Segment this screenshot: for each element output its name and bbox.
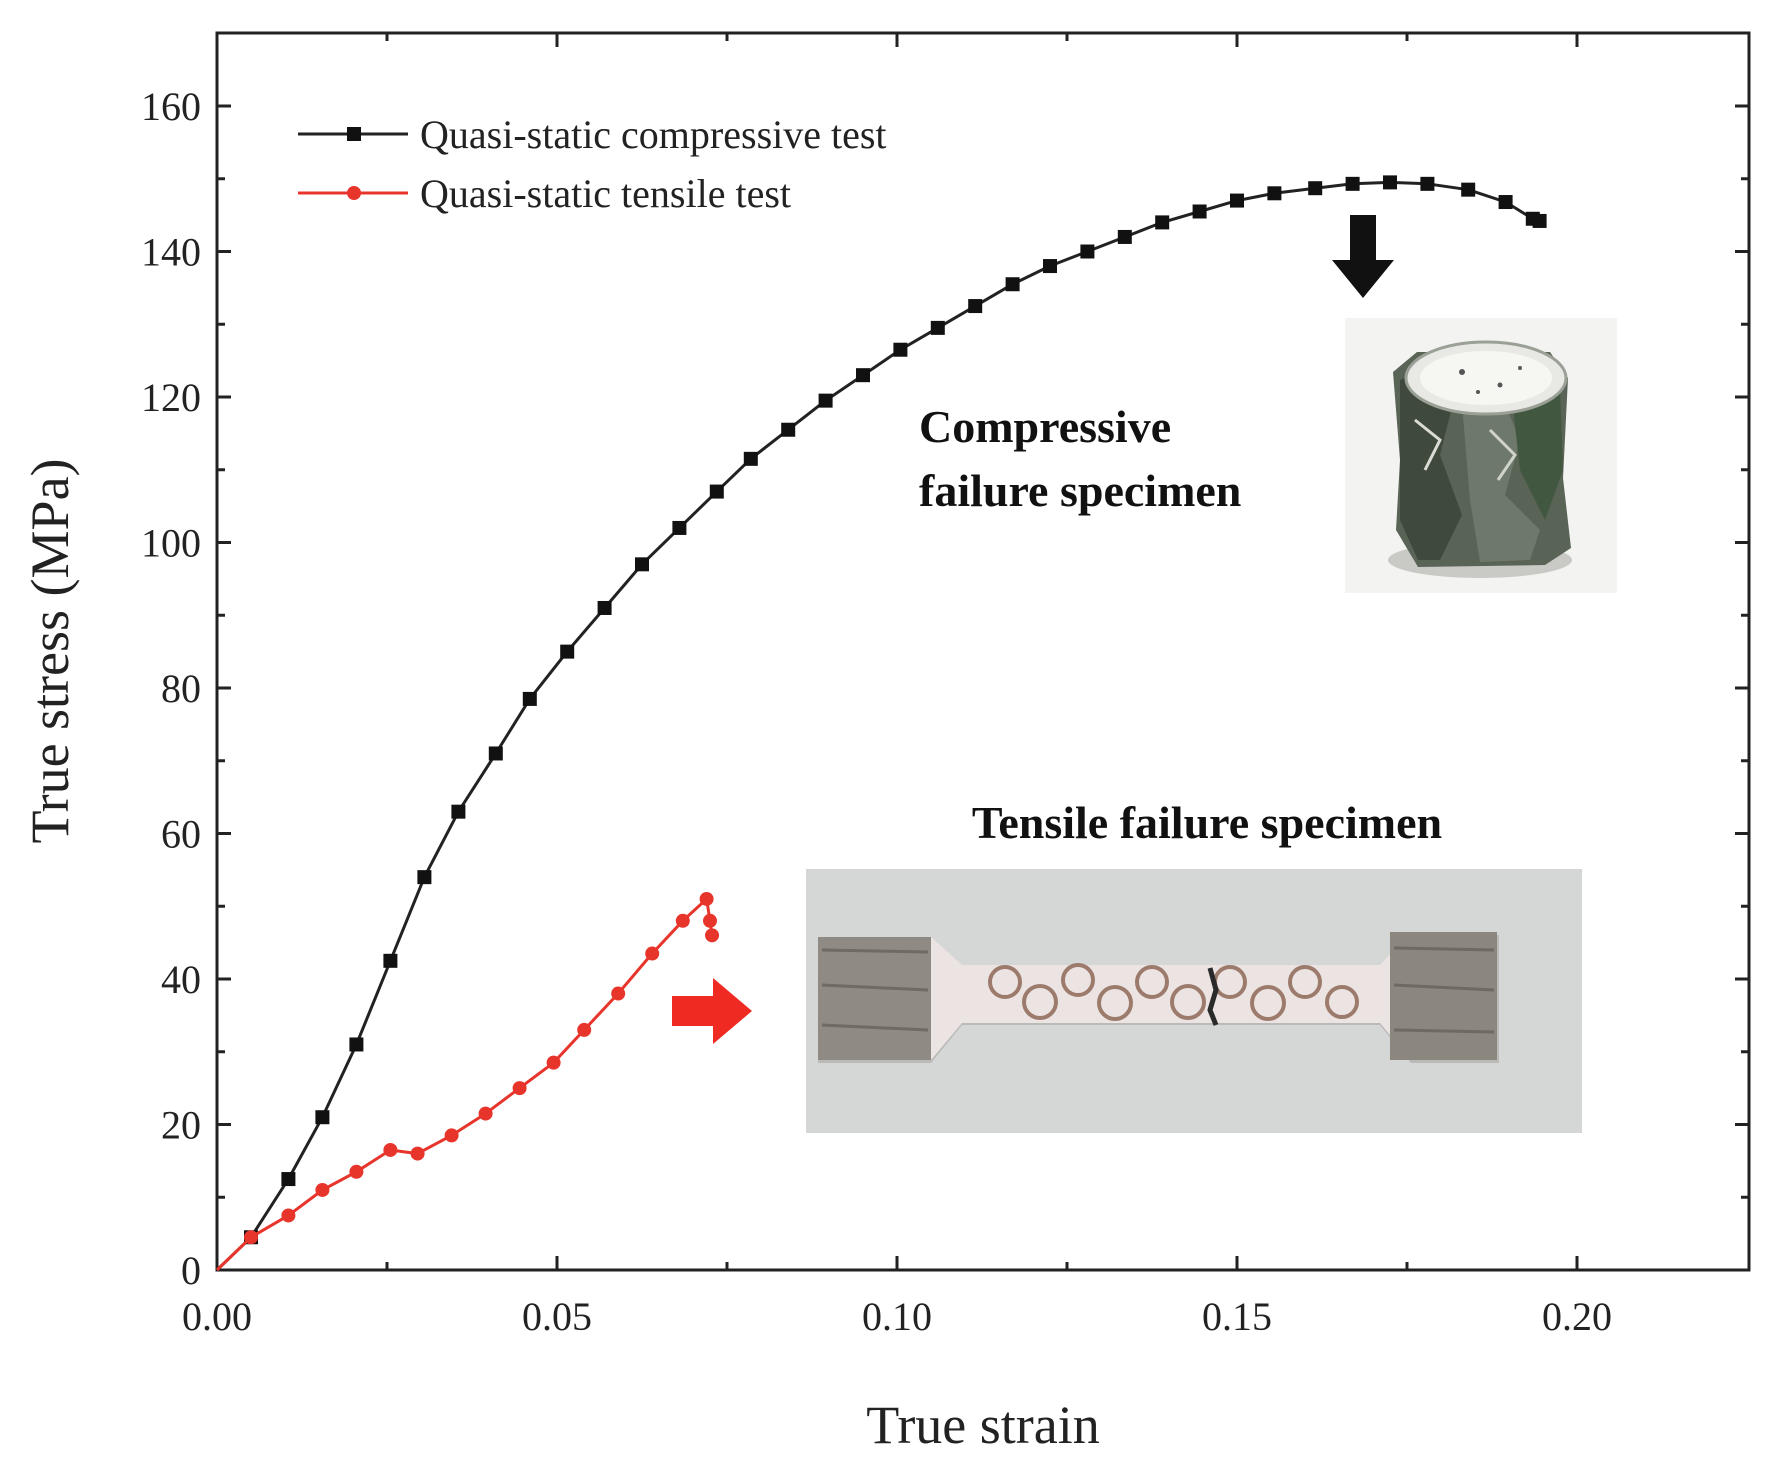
data-point-compressive [597, 600, 612, 615]
data-point-compressive [1080, 244, 1095, 259]
data-point-compressive [488, 746, 503, 761]
axis-ticks: 0.00 0.05 0.10 0.15 0.20 0 20 40 60 80 100 120 140 16… [141, 33, 1749, 1339]
y-tick-label: 120 [141, 375, 201, 420]
data-point-compressive [635, 557, 649, 572]
data-point-tensile [244, 1230, 258, 1245]
data-point-compressive [672, 520, 687, 535]
data-point-compressive [560, 644, 575, 659]
data-point-compressive [781, 422, 796, 437]
data-point-tensile [699, 891, 714, 906]
data-point-tensile [705, 928, 720, 943]
data-point-compressive [1230, 193, 1244, 208]
data-point-compressive [417, 870, 432, 885]
data-point-compressive [1117, 229, 1132, 244]
series-layer [215, 175, 1547, 1272]
right-arrow-icon [672, 978, 752, 1044]
data-point-tensile [349, 1164, 364, 1179]
x-tick-label: 0.15 [1202, 1294, 1272, 1339]
data-point-tensile [546, 1055, 561, 1070]
tensile-specimen-photo [806, 869, 1582, 1133]
data-point-tensile [577, 1022, 592, 1037]
down-arrow-icon [1332, 215, 1394, 298]
y-tick-label: 160 [141, 84, 201, 129]
legend: Quasi-static compressive test Quasi-stat… [298, 112, 887, 216]
y-tick-label: 0 [181, 1248, 201, 1293]
legend-label-compressive: Quasi-static compressive test [420, 112, 887, 157]
annotation-tensile: Tensile failure specimen [972, 797, 1442, 848]
data-point-compressive [1005, 277, 1020, 292]
data-point-compressive [1498, 195, 1513, 210]
x-tick-label: 0.10 [862, 1294, 932, 1339]
data-point-compressive [1308, 181, 1323, 196]
legend-marker-tensile [347, 186, 361, 200]
data-point-tensile [315, 1182, 330, 1197]
legend-label-tensile: Quasi-static tensile test [420, 171, 791, 216]
data-point-compressive [315, 1110, 330, 1125]
data-point-tensile [645, 946, 660, 961]
x-axis-title: True strain [866, 1395, 1100, 1455]
data-point-compressive [349, 1037, 364, 1052]
compressive-specimen-photo [1345, 318, 1617, 593]
data-point-compressive [1155, 215, 1170, 230]
data-point-compressive [968, 299, 983, 314]
data-point-compressive [893, 342, 908, 357]
annotation-compressive-line1: Compressive [919, 401, 1171, 452]
data-point-tensile [675, 913, 690, 928]
annotation-compressive-line2: failure specimen [919, 465, 1241, 516]
data-point-compressive [1345, 176, 1360, 191]
data-point-tensile [281, 1208, 296, 1223]
y-tick-label: 20 [161, 1103, 201, 1148]
data-point-compressive [383, 953, 398, 968]
data-point-compressive [1192, 204, 1207, 219]
data-point-tensile [410, 1146, 425, 1161]
data-point-compressive [930, 320, 945, 335]
data-point-compressive [1267, 186, 1282, 201]
y-axis-title: True stress (MPa) [20, 458, 80, 843]
y-tick-label: 40 [161, 957, 201, 1002]
data-point-tensile [383, 1142, 398, 1157]
data-point-compressive [1532, 213, 1547, 228]
data-point-compressive [1420, 176, 1435, 191]
x-tick-label: 0.00 [182, 1294, 252, 1339]
data-point-tensile [444, 1128, 459, 1143]
plot-frame [215, 31, 1751, 1272]
data-point-compressive [709, 484, 724, 499]
data-point-compressive [281, 1172, 296, 1187]
data-point-compressive [743, 451, 758, 466]
legend-marker-compressive [347, 127, 361, 141]
data-point-compressive [856, 368, 870, 383]
data-point-tensile [478, 1106, 493, 1121]
y-tick-label: 60 [161, 812, 201, 857]
y-tick-label: 100 [141, 521, 201, 566]
x-tick-label: 0.20 [1542, 1294, 1612, 1339]
data-point-compressive [1383, 175, 1397, 190]
data-point-compressive [818, 393, 833, 408]
data-point-tensile [512, 1081, 527, 1096]
data-point-compressive [1461, 182, 1476, 197]
data-point-compressive [451, 804, 466, 819]
x-tick-label: 0.05 [522, 1294, 592, 1339]
y-tick-label: 80 [161, 666, 201, 711]
y-tick-label: 140 [141, 230, 201, 275]
data-point-compressive [1043, 259, 1057, 274]
data-point-tensile [611, 986, 626, 1001]
data-point-tensile [703, 913, 717, 928]
data-point-compressive [522, 691, 537, 706]
